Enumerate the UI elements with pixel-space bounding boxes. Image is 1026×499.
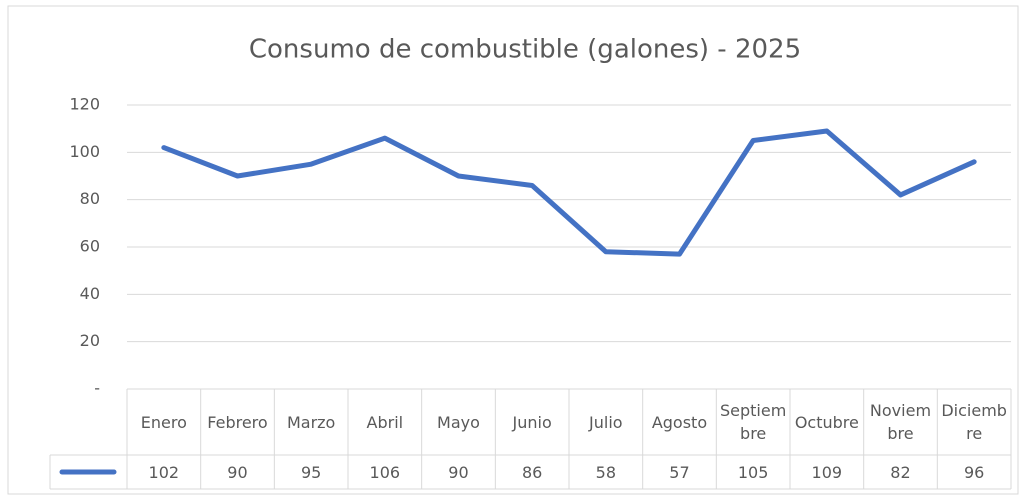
y-tick-label: 100 — [69, 142, 100, 161]
x-category-label: Agosto — [651, 412, 708, 432]
x-category-label: Marzo — [286, 412, 336, 432]
chart-title: Consumo de combustible (galones) - 2025 — [249, 35, 801, 65]
y-tick-label: - — [94, 379, 100, 398]
table-value: 57 — [669, 462, 690, 482]
x-category-label: Noviembre — [869, 401, 932, 443]
chart-border — [7, 5, 1019, 495]
table-value: 86 — [521, 462, 543, 482]
x-category-label: Enero — [140, 412, 187, 432]
x-category-label: Junio — [512, 412, 552, 432]
y-tick-label: 20 — [80, 331, 100, 350]
table-value: 82 — [890, 462, 911, 482]
x-category-label: Julio — [589, 412, 623, 432]
table-value: 106 — [369, 462, 401, 482]
x-category-label: Abril — [366, 412, 404, 432]
table-value: 102 — [148, 462, 180, 482]
table-value: 95 — [300, 462, 322, 482]
y-tick-label: 60 — [80, 237, 100, 256]
table-value: 96 — [963, 462, 985, 482]
table-value: 109 — [811, 462, 843, 482]
data-line — [161, 128, 977, 257]
x-category-label: Diciembre — [941, 401, 1007, 443]
x-category-label: Octubre — [794, 412, 859, 432]
table-value: 105 — [737, 462, 769, 482]
x-category-label: Febrero — [207, 412, 268, 432]
table-value: 58 — [595, 462, 616, 482]
table-value: 90 — [227, 462, 248, 482]
y-tick-label: 80 — [80, 189, 100, 208]
x-category-label: Septiembre — [720, 401, 787, 443]
y-tick-label: 120 — [69, 95, 100, 114]
x-category-label: Mayo — [437, 412, 480, 432]
y-tick-label: 40 — [80, 284, 100, 303]
table-value: 90 — [448, 462, 469, 482]
